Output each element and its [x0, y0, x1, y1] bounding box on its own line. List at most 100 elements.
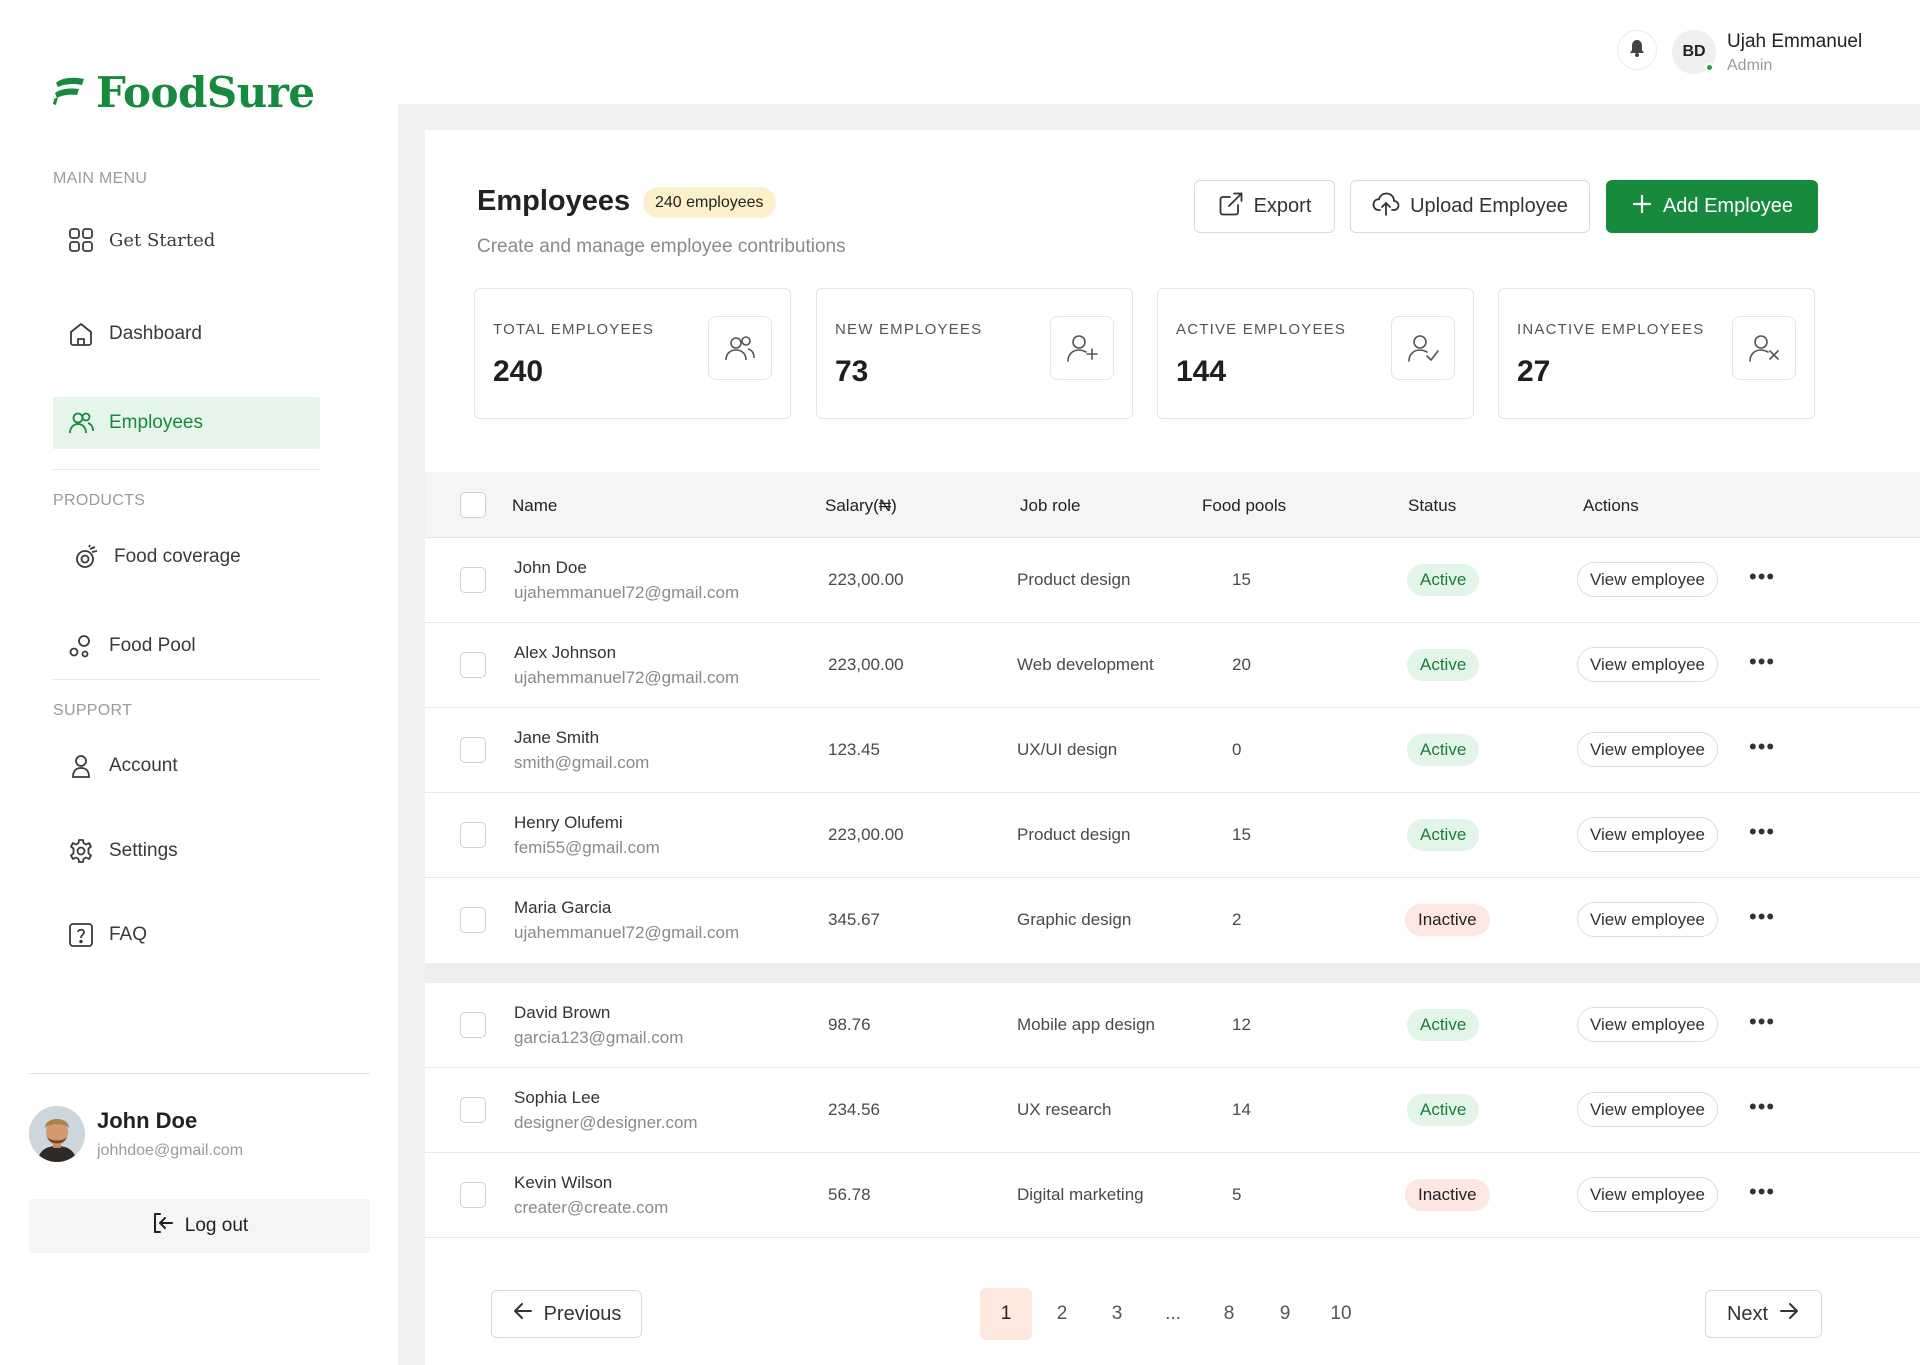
more-options-icon[interactable]: •••: [1749, 1009, 1776, 1034]
row-checkbox[interactable]: [460, 652, 486, 678]
employee-salary: 98.76: [828, 1015, 871, 1034]
status-badge: Inactive: [1405, 904, 1490, 936]
stat-card-active-employees: ACTIVE EMPLOYEES 144: [1157, 288, 1474, 419]
sidebar-item-account[interactable]: Account: [53, 740, 320, 792]
employee-name: Maria Garcia: [514, 898, 612, 917]
upload-employee-button[interactable]: Upload Employee: [1350, 180, 1590, 233]
user-x-icon: [1732, 316, 1796, 380]
page-number[interactable]: 10: [1330, 1303, 1352, 1324]
employee-email: garcia123@gmail.com: [514, 1028, 684, 1047]
employee-name: David Brown: [514, 1003, 611, 1022]
logout-button[interactable]: Log out: [29, 1199, 370, 1253]
page-number[interactable]: 2: [1056, 1303, 1068, 1324]
employee-count-badge: 240 employees: [643, 187, 776, 218]
sidebar-item-settings[interactable]: Settings: [53, 825, 320, 877]
employee-job-role: Digital marketing: [1017, 1185, 1144, 1204]
employee-food-pools: 20: [1232, 655, 1251, 674]
previous-page-button[interactable]: Previous: [491, 1290, 642, 1338]
status-badge: Active: [1407, 734, 1480, 766]
employee-job-role: Mobile app design: [1017, 1015, 1155, 1034]
export-button[interactable]: Export: [1194, 180, 1335, 233]
employee-email: ujahemmanuel72@gmail.com: [514, 668, 740, 687]
view-employee-button[interactable]: View employee: [1577, 732, 1718, 767]
employee-salary: 123.45: [828, 740, 880, 759]
brand-logo[interactable]: FoodSure: [52, 68, 315, 117]
page-number[interactable]: 3: [1111, 1303, 1123, 1324]
header-status: Status: [1408, 496, 1457, 515]
sidebar-item-label: Dashboard: [109, 323, 202, 344]
next-page-button[interactable]: Next: [1705, 1290, 1822, 1338]
row-checkbox[interactable]: [460, 1012, 486, 1038]
more-options-icon[interactable]: •••: [1749, 649, 1776, 674]
logout-label: Log out: [184, 1215, 249, 1236]
row-checkbox[interactable]: [460, 1182, 486, 1208]
view-employee-button[interactable]: View employee: [1577, 817, 1718, 852]
employee-email: femi55@gmail.com: [514, 838, 660, 857]
stat-value: 240: [493, 355, 544, 388]
upload-employee-label: Upload Employee: [1410, 195, 1568, 217]
divider: [53, 469, 320, 470]
employee-salary: 223,00.00: [828, 825, 904, 844]
food-coverage-icon: [72, 543, 100, 571]
row-checkbox[interactable]: [460, 567, 486, 593]
add-employee-label: Add Employee: [1662, 195, 1794, 217]
employee-food-pools: 15: [1232, 825, 1251, 844]
page-number[interactable]: 8: [1223, 1303, 1235, 1324]
sidebar-item-label: Employees: [109, 412, 203, 433]
sidebar-item-food-pool[interactable]: Food Pool: [53, 620, 320, 672]
table-row: John Doe ujahemmanuel72@gmail.com 223,00.0…: [425, 538, 1920, 623]
table-header: Name Salary(₦) Job role Food pools Statu…: [425, 472, 1920, 538]
profile-email: johhdoe@gmail.com: [97, 1142, 244, 1159]
user-avatar-initials[interactable]: BD: [1672, 30, 1716, 74]
user-check-icon: [1391, 316, 1455, 380]
employee-job-role: UX/UI design: [1017, 740, 1118, 759]
sidebar-item-label: Get Started: [109, 229, 216, 251]
view-employee-button[interactable]: View employee: [1577, 902, 1718, 937]
more-options-icon[interactable]: •••: [1749, 564, 1776, 589]
table-row: Henry Olufemi femi55@gmail.com 223,00.00 Pr…: [425, 793, 1920, 878]
sidebar-item-employees[interactable]: Employees: [53, 397, 320, 449]
stat-label: ACTIVE EMPLOYEES: [1176, 321, 1347, 338]
view-employee-button[interactable]: View employee: [1577, 1092, 1718, 1127]
employee-email: ujahemmanuel72@gmail.com: [514, 583, 740, 602]
page-number[interactable]: 9: [1279, 1303, 1291, 1324]
more-options-icon[interactable]: •••: [1749, 1094, 1776, 1119]
page-number[interactable]: 1: [980, 1288, 1032, 1340]
stat-card-inactive-employees: INACTIVE EMPLOYEES 27: [1498, 288, 1815, 419]
employee-food-pools: 0: [1232, 740, 1242, 759]
avatar: [29, 1106, 85, 1162]
sidebar-item-get-started[interactable]: Get Started: [53, 214, 320, 266]
profile-card[interactable]: John Doe johhdoe@gmail.com: [29, 1106, 243, 1162]
select-all-checkbox[interactable]: [460, 492, 486, 518]
grid-icon: [67, 226, 95, 254]
sidebar-item-food-coverage[interactable]: Food coverage: [53, 531, 320, 583]
more-options-icon[interactable]: •••: [1749, 904, 1776, 929]
status-badge: Active: [1407, 564, 1480, 596]
view-employee-button[interactable]: View employee: [1577, 1007, 1718, 1042]
view-employee-button[interactable]: View employee: [1577, 562, 1718, 597]
sidebar-item-label: Settings: [109, 840, 178, 861]
row-checkbox[interactable]: [460, 907, 486, 933]
sidebar-item-label: Account: [109, 755, 178, 776]
stat-label: INACTIVE EMPLOYEES: [1517, 321, 1705, 338]
add-employee-button[interactable]: Add Employee: [1606, 180, 1818, 233]
sidebar-item-faq[interactable]: FAQ: [53, 909, 320, 961]
more-options-icon[interactable]: •••: [1749, 1179, 1776, 1204]
user-name: Ujah Emmanuel: [1727, 31, 1863, 52]
more-options-icon[interactable]: •••: [1749, 819, 1776, 844]
row-checkbox[interactable]: [460, 737, 486, 763]
main-menu-label: MAIN MENU: [53, 170, 148, 187]
view-employee-button[interactable]: View employee: [1577, 1177, 1718, 1212]
user-plus-icon: [1050, 316, 1114, 380]
status-badge: Inactive: [1405, 1179, 1490, 1211]
row-checkbox[interactable]: [460, 1097, 486, 1123]
view-employee-button[interactable]: View employee: [1577, 647, 1718, 682]
table-row: Alex Johnson ujahemmanuel72@gmail.com 223,…: [425, 623, 1920, 708]
row-checkbox[interactable]: [460, 822, 486, 848]
cloud-upload-icon: [1372, 191, 1400, 223]
support-label: SUPPORT: [53, 702, 133, 719]
sidebar-item-dashboard[interactable]: Dashboard: [53, 308, 320, 360]
notification-button[interactable]: [1617, 30, 1657, 70]
more-options-icon[interactable]: •••: [1749, 734, 1776, 759]
sidebar-item-label: Food coverage: [114, 546, 241, 567]
